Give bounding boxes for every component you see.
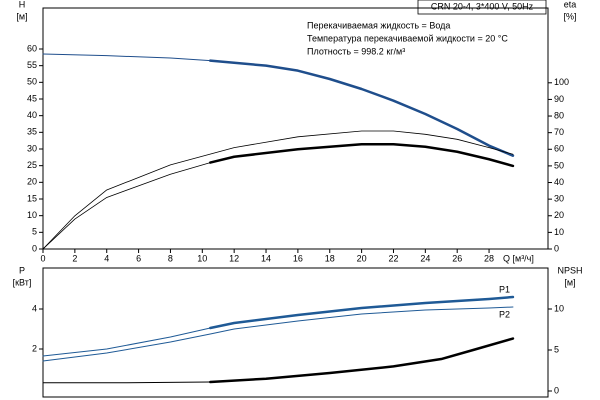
x-tick-label: 4 [104,253,109,263]
curve [42,306,514,362]
x-tick-label: 2 [72,253,77,263]
series-label: P1 [499,284,510,294]
y2-axis-label: [м] [564,277,575,287]
y-tick-label: 35 [27,127,37,137]
y2-tick-label: 0 [554,385,559,395]
x-tick-label: 24 [420,253,430,263]
y2-tick-label: 60 [554,144,564,154]
y2-axis-label: eta [564,0,577,9]
y-tick-label: 30 [27,143,37,153]
y-tick-label: 60 [27,43,37,53]
y-axis-label: [м] [16,11,27,21]
y2-tick-label: 10 [554,303,564,313]
chart-title: CRN 20-4, 3*400 V, 50Hz [431,1,534,11]
plot-frame [42,267,549,398]
x-tick-label: 26 [452,253,462,263]
annotation: Плотность = 998.2 кг/м³ [307,46,405,56]
y-tick-label: 2 [32,343,37,353]
y2-tick-label: 0 [554,243,559,253]
y2-tick-label: 5 [554,344,559,354]
series-label: P2 [499,309,510,319]
curve [42,130,514,250]
x-tick-label: 20 [357,253,367,263]
x-tick-label: 22 [388,253,398,263]
y2-tick-label: 70 [554,127,564,137]
curve [42,162,211,250]
y2-tick-label: 10 [554,227,564,237]
curve [209,59,515,157]
y-tick-label: 45 [27,93,37,103]
y-tick-label: 0 [32,243,37,253]
y-tick-label: 4 [32,303,37,313]
curve [209,295,515,330]
y2-tick-label: 100 [554,77,569,87]
y-axis-label: [кВт] [13,277,32,287]
x-tick-label: 28 [484,253,494,263]
y-axis-label: H [19,0,26,9]
plot-frame [42,7,549,250]
curve [42,381,211,384]
y2-tick-label: 80 [554,110,564,120]
y-tick-label: 15 [27,193,37,203]
y2-axis-label: [%] [563,11,576,21]
y2-tick-label: 30 [554,194,564,204]
y2-tick-label: 90 [554,94,564,104]
x-tick-label: 14 [261,253,271,263]
y-tick-label: 25 [27,160,37,170]
y2-tick-label: 20 [554,210,564,220]
curve [42,53,211,62]
curve [209,143,515,168]
y-tick-label: 10 [27,210,37,220]
y2-axis-label: NPSH [557,265,582,275]
y2-tick-label: 50 [554,160,564,170]
y-tick-label: 20 [27,177,37,187]
annotation: Перекачиваемая жидкость = Вода [307,20,450,30]
y-tick-label: 55 [27,60,37,70]
y-axis-label: P [19,265,25,275]
annotation: Температура перекачиваемой жидкости = 20… [307,33,508,43]
curve [42,327,211,357]
y2-tick-label: 40 [554,177,564,187]
x-axis-label: Q [м³/ч] [503,253,534,263]
x-tick-label: 10 [197,253,207,263]
x-tick-label: 12 [229,253,239,263]
x-tick-label: 6 [136,253,141,263]
x-tick-label: 8 [168,253,173,263]
title-box [417,0,547,15]
y-tick-label: 40 [27,110,37,120]
y-tick-label: 5 [32,227,37,237]
x-tick-label: 18 [325,253,335,263]
y-tick-label: 50 [27,77,37,87]
x-tick-label: 16 [293,253,303,263]
curve [209,337,515,384]
x-tick-label: 0 [40,253,45,263]
